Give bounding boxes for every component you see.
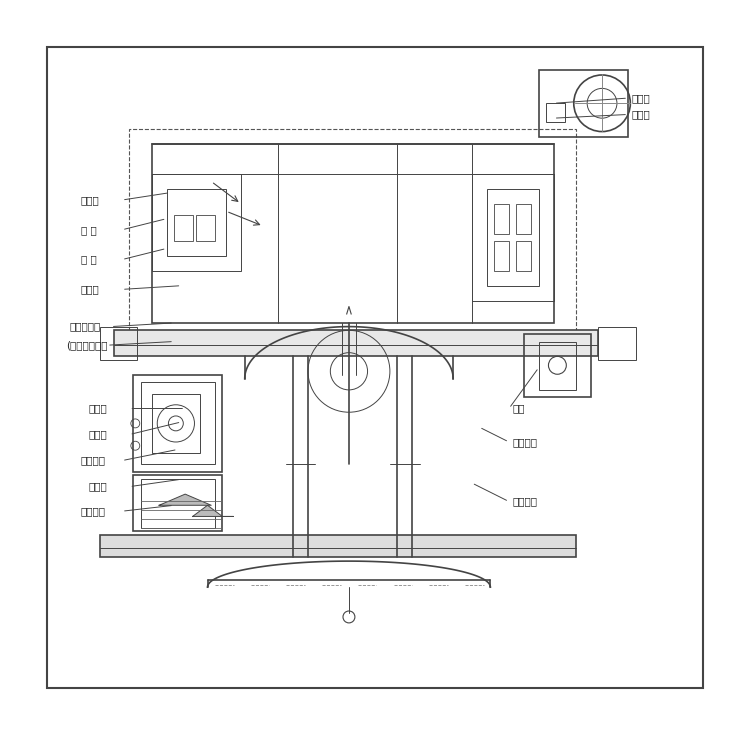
Bar — [517, 204, 531, 233]
Polygon shape — [159, 494, 212, 506]
Text: 除尘口: 除尘口 — [632, 93, 650, 103]
Bar — [538, 341, 576, 390]
Bar — [47, 47, 703, 688]
Bar — [115, 330, 598, 356]
Text: 皮带轮: 皮带轮 — [88, 430, 107, 439]
Bar — [517, 241, 531, 271]
Bar — [133, 375, 223, 472]
Text: 底座: 底座 — [513, 404, 525, 413]
Polygon shape — [193, 506, 223, 517]
Bar — [152, 144, 554, 323]
Bar — [494, 241, 509, 271]
Bar — [598, 326, 635, 360]
Text: 变频电动机: 变频电动机 — [70, 322, 101, 332]
Bar — [174, 215, 193, 241]
Bar — [140, 479, 215, 527]
Bar — [140, 382, 215, 464]
Bar — [546, 104, 565, 122]
Bar — [166, 189, 226, 256]
Text: 可进屑: 可进屑 — [632, 110, 650, 119]
Text: 本体支架: 本体支架 — [513, 496, 538, 506]
Text: 防尘罩: 防尘罩 — [81, 195, 100, 205]
Bar — [129, 129, 576, 338]
Text: 小齿轮: 小齿轮 — [81, 284, 100, 295]
Text: 电机座: 电机座 — [88, 482, 107, 492]
Bar — [196, 215, 215, 241]
Bar — [152, 394, 200, 453]
Text: 短 管: 短 管 — [81, 225, 97, 235]
Bar — [472, 174, 554, 301]
Bar — [524, 334, 591, 398]
Bar — [133, 476, 223, 531]
Bar — [538, 70, 628, 136]
Text: 润滑装置: 润滑装置 — [513, 437, 538, 447]
Bar — [487, 189, 538, 286]
Bar — [100, 326, 136, 360]
Text: 地脚螺栓: 地脚螺栓 — [81, 506, 106, 516]
Bar — [494, 204, 509, 233]
Bar — [152, 174, 241, 271]
Bar — [100, 535, 576, 557]
Text: 减速机: 减速机 — [88, 404, 107, 413]
Text: 三角皮带: 三角皮带 — [81, 455, 106, 466]
Text: (零冷却风扇）: (零冷却风扇） — [66, 340, 107, 350]
Text: 底 架: 底 架 — [81, 254, 97, 265]
